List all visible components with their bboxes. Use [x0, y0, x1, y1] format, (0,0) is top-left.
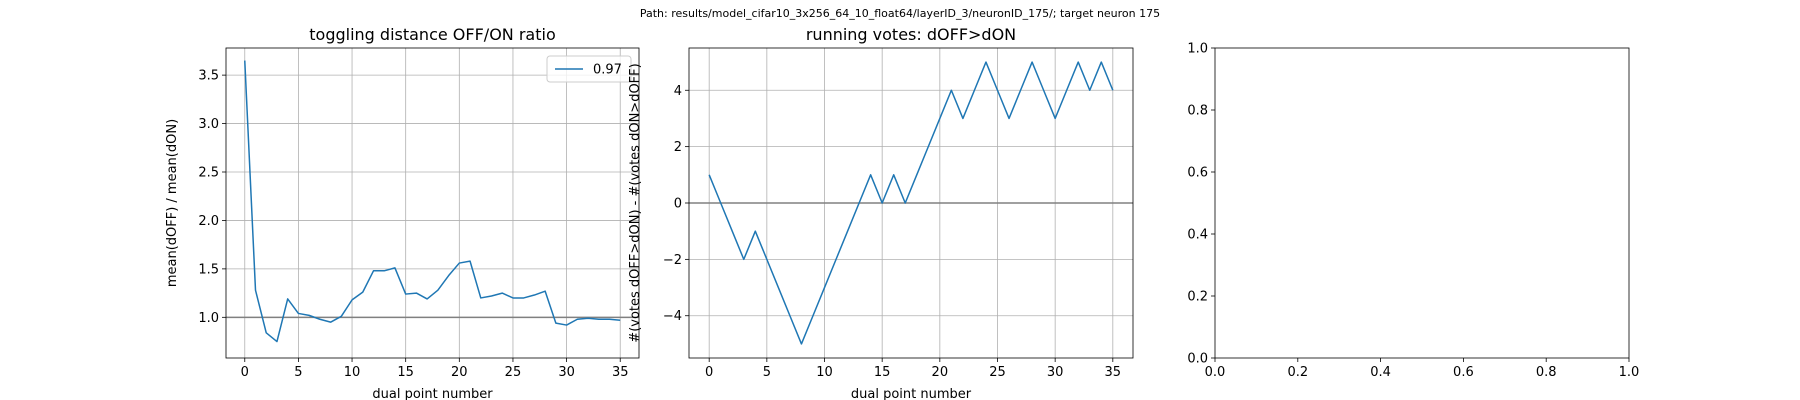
y-tick-label: 2.5	[198, 166, 219, 181]
x-tick-label: 35	[1105, 365, 1122, 380]
suptitle: Path: results/model_cifar10_3x256_64_10_…	[640, 7, 1160, 20]
y-tick-label: −4	[663, 309, 682, 324]
legend-box	[546, 55, 632, 83]
y-tick-label: 4	[674, 84, 682, 99]
y-tick-label: 3.0	[198, 117, 219, 132]
y-tick-label: 0.4	[1187, 228, 1208, 243]
y-tick-label: 2	[674, 140, 682, 155]
x-tick-label: 10	[344, 365, 361, 380]
x-tick-label: 15	[874, 365, 891, 380]
x-tick-label: 20	[451, 365, 468, 380]
x-tick-label: 10	[816, 365, 833, 380]
x-tick-label: 0	[705, 365, 713, 380]
x-tick-label: 25	[505, 365, 522, 380]
chart-title: toggling distance OFF/ON ratio	[309, 25, 555, 44]
y-tick-label: 3.5	[198, 69, 219, 84]
x-tick-label: 30	[1047, 365, 1064, 380]
x-tick-label: 0.6	[1453, 365, 1474, 380]
x-tick-label: 0.2	[1287, 365, 1308, 380]
y-tick-label: 1.0	[198, 311, 219, 326]
series-line-1	[244, 60, 621, 343]
x-tick-label: 0	[241, 365, 249, 380]
series-line-1	[708, 61, 1114, 345]
y-tick-label: 0.2	[1187, 290, 1208, 305]
y-axis-label: mean(dOFF) / mean(dON)	[165, 119, 180, 287]
y-tick-label: 0	[674, 197, 682, 212]
y-tick-label: 0.8	[1187, 104, 1208, 119]
legend: 0.97	[546, 55, 632, 83]
x-tick-label: 0.4	[1370, 365, 1391, 380]
chart-3: 0.0 0.2 0.4 0.6 0.8 1.0 0.0 0.2 0.4 0.6 0.8 1.0	[1187, 42, 1639, 381]
y-axis-label: #(votes dOFF>dON) - #(votes dON>dOFF)	[628, 63, 643, 342]
x-tick-label: 0.8	[1536, 365, 1557, 380]
x-tick-label: 25	[989, 365, 1006, 380]
y-tick-label: 0.0	[1187, 352, 1208, 367]
chart-2: 0 5 10 15 20 25 30 35 −4 −2 0 2 4 running votes: dOFF…	[628, 25, 1134, 400]
chart-1: 0 5 10 15 20 25 30 35 1.0 1.5 2.0 2.5 3.0 3.5 toggling…	[165, 25, 640, 400]
chart-title: running votes: dOFF>dON	[806, 25, 1016, 44]
x-tick-label: 30	[558, 365, 575, 380]
x-tick-label: 15	[397, 365, 414, 380]
y-tick-label: 2.0	[198, 214, 219, 229]
y-tick-label: 0.6	[1187, 166, 1208, 181]
x-tick-label: 20	[932, 365, 949, 380]
axes-frame	[1214, 47, 1630, 359]
x-axis-label: dual point number	[372, 387, 493, 400]
axes-frame	[225, 47, 640, 359]
y-tick-label: 1.0	[1187, 42, 1208, 57]
y-tick-label: 1.5	[198, 262, 219, 277]
x-tick-label: 35	[612, 365, 629, 380]
x-tick-label: 0.0	[1205, 365, 1226, 380]
legend-label: 0.97	[593, 63, 622, 78]
y-tick-label: −2	[663, 253, 682, 268]
x-axis-label: dual point number	[851, 387, 972, 400]
x-tick-label: 5	[763, 365, 771, 380]
x-tick-label: 1.0	[1619, 365, 1640, 380]
x-tick-label: 5	[294, 365, 302, 380]
